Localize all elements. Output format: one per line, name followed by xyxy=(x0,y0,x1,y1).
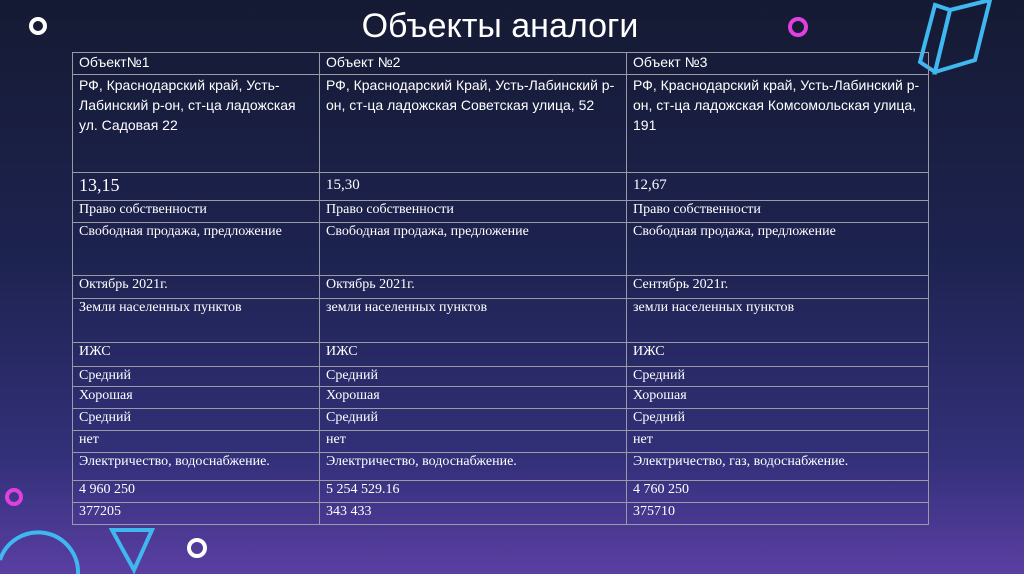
table-cell: 343 433 xyxy=(319,502,627,525)
table-cell: Хорошая xyxy=(72,386,320,409)
table-cell: Средний xyxy=(72,408,320,431)
ring-icon xyxy=(788,17,808,37)
table-cell: Право собственности xyxy=(626,200,929,223)
table-cell: Электричество, газ, водоснабжение. xyxy=(626,452,929,481)
table-cell: Средний xyxy=(626,366,929,387)
table-row: ИЖС ИЖС ИЖС xyxy=(72,342,929,367)
table-row: Октябрь 2021г. Октябрь 2021г. Сентябрь 202… xyxy=(72,275,929,299)
table-cell: РФ, Краснодарский край, Усть-Лабинский р… xyxy=(72,74,320,173)
column-header: Объект №2 xyxy=(319,52,627,75)
table-cell: Свободная продажа, предложение xyxy=(626,222,929,276)
table-cell: 375710 xyxy=(626,502,929,525)
table-cell: 13,15 xyxy=(72,172,320,201)
table-cell: 4 960 250 xyxy=(72,480,320,503)
page-title: Объекты аналоги xyxy=(361,7,639,45)
table-cell: 12,67 xyxy=(626,172,929,201)
table-cell: земли населенных пунктов xyxy=(319,298,627,343)
table-row: РФ, Краснодарский край, Усть-Лабинский р… xyxy=(72,74,929,173)
table-row: Средний Средний Средний xyxy=(72,366,929,387)
table-cell: ИЖС xyxy=(626,342,929,367)
table-cell: 5 254 529.16 xyxy=(319,480,627,503)
table-cell: Октябрь 2021г. xyxy=(72,275,320,299)
table-cell: Средний xyxy=(626,408,929,431)
table-cell: Средний xyxy=(319,366,627,387)
table-row: Земли населенных пунктов земли населенных… xyxy=(72,298,929,343)
table-row: Средний Средний Средний xyxy=(72,408,929,431)
table-cell: Право собственности xyxy=(72,200,320,223)
table-row: 13,15 15,30 12,67 xyxy=(72,172,929,201)
table-cell: Хорошая xyxy=(319,386,627,409)
table-cell: Земли населенных пунктов xyxy=(72,298,320,343)
table-cell: Средний xyxy=(319,408,627,431)
table-row: Хорошая Хорошая Хорошая xyxy=(72,386,929,409)
table-cell: Хорошая xyxy=(626,386,929,409)
triangle-icon xyxy=(108,528,156,574)
table-cell: Свободная продажа, предложение xyxy=(72,222,320,276)
table-cell: нет xyxy=(319,430,627,453)
table-cell: 15,30 xyxy=(319,172,627,201)
table-row: нет нет нет xyxy=(72,430,929,453)
table-header-row: Объект№1 Объект №2 Объект №3 xyxy=(72,52,929,75)
table-cell: 4 760 250 xyxy=(626,480,929,503)
table-cell: земли населенных пунктов xyxy=(626,298,929,343)
table-cell: ИЖС xyxy=(319,342,627,367)
analog-objects-table: Объект№1 Объект №2 Объект №3 РФ, Краснодарс… xyxy=(72,52,929,525)
arc-icon xyxy=(0,530,81,574)
table-cell: Сентябрь 2021г. xyxy=(626,275,929,299)
table-row: 4 960 250 5 254 529.16 4 760 250 xyxy=(72,480,929,503)
table-cell: нет xyxy=(72,430,320,453)
table-cell: Октябрь 2021г. xyxy=(319,275,627,299)
ring-icon xyxy=(29,17,47,35)
table-row: 377205 343 433 375710 xyxy=(72,502,929,525)
table-cell: РФ, Краснодарский Край, Усть-Лабинский р… xyxy=(319,74,627,173)
column-header: Объект №3 xyxy=(626,52,929,75)
table-cell: Свободная продажа, предложение xyxy=(319,222,627,276)
column-header: Объект№1 xyxy=(72,52,320,75)
table-cell: Право собственности xyxy=(319,200,627,223)
table-row: Право собственности Право собственности Пр… xyxy=(72,200,929,223)
table-cell: 377205 xyxy=(72,502,320,525)
table-cell: нет xyxy=(626,430,929,453)
table-row: Свободная продажа, предложение Свободная … xyxy=(72,222,929,276)
ring-icon xyxy=(5,488,23,506)
ring-icon xyxy=(187,538,207,558)
table-row: Электричество, водоснабжение. Электричест… xyxy=(72,452,929,481)
table-cell: РФ, Краснодарский край, Усть-Лабинский р… xyxy=(626,74,929,173)
table-cell: ИЖС xyxy=(72,342,320,367)
table-cell: Средний xyxy=(72,366,320,387)
table-cell: Электричество, водоснабжение. xyxy=(72,452,320,481)
table-cell: Электричество, водоснабжение. xyxy=(319,452,627,481)
